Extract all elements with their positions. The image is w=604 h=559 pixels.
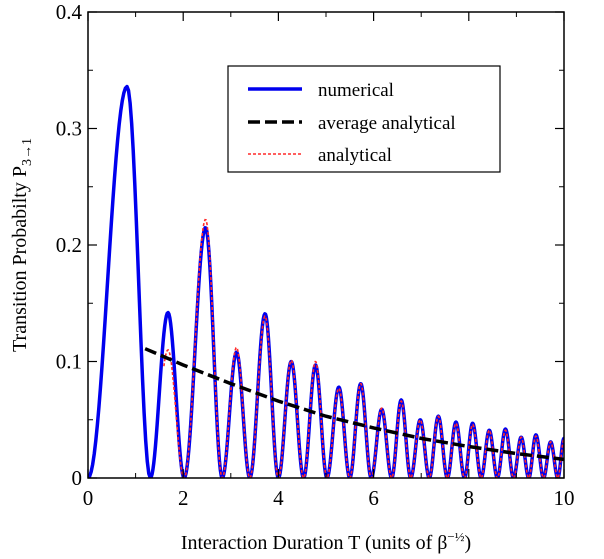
legend-label-average-analytical: average analytical xyxy=(318,113,456,134)
y-tick-label: 0.3 xyxy=(56,117,82,141)
x-axis-label-close: ) xyxy=(465,532,472,554)
x-axis-label-main: Interaction Duration T (units of β xyxy=(181,532,448,554)
x-tick-label: 6 xyxy=(368,486,379,510)
y-axis-label: Transition Probabilty P3→1 xyxy=(9,138,35,352)
series-average-analytical-line xyxy=(144,347,564,462)
y-axis-label-subscript: 3→1 xyxy=(20,138,35,166)
y-tick-label: 0.1 xyxy=(56,350,82,374)
y-axis-label-main: Transition Probabilty P xyxy=(9,166,31,352)
legend: numerical average analytical analytical xyxy=(227,65,501,173)
y-tick-label: 0 xyxy=(72,466,83,490)
tick-layer: 0 2 4 6 8 10 0 0.1 0.2 0.3 0.4 xyxy=(56,0,575,510)
series-layer xyxy=(88,84,564,478)
legend-label-numerical: numerical xyxy=(318,80,394,101)
x-axis-label-exponent: −½ xyxy=(447,529,464,544)
x-axis-label: Interaction Duration T (units of β−½) xyxy=(181,529,471,554)
x-tick-label: 0 xyxy=(83,486,94,510)
x-tick-label: 4 xyxy=(273,486,284,510)
y-tick-label: 0.4 xyxy=(56,0,83,24)
x-tick-label: 2 xyxy=(178,486,189,510)
y-tick-label: 0.2 xyxy=(56,233,82,257)
x-tick-label: 10 xyxy=(554,486,575,510)
x-tick-label: 8 xyxy=(464,486,475,510)
legend-label-analytical: analytical xyxy=(318,145,392,166)
